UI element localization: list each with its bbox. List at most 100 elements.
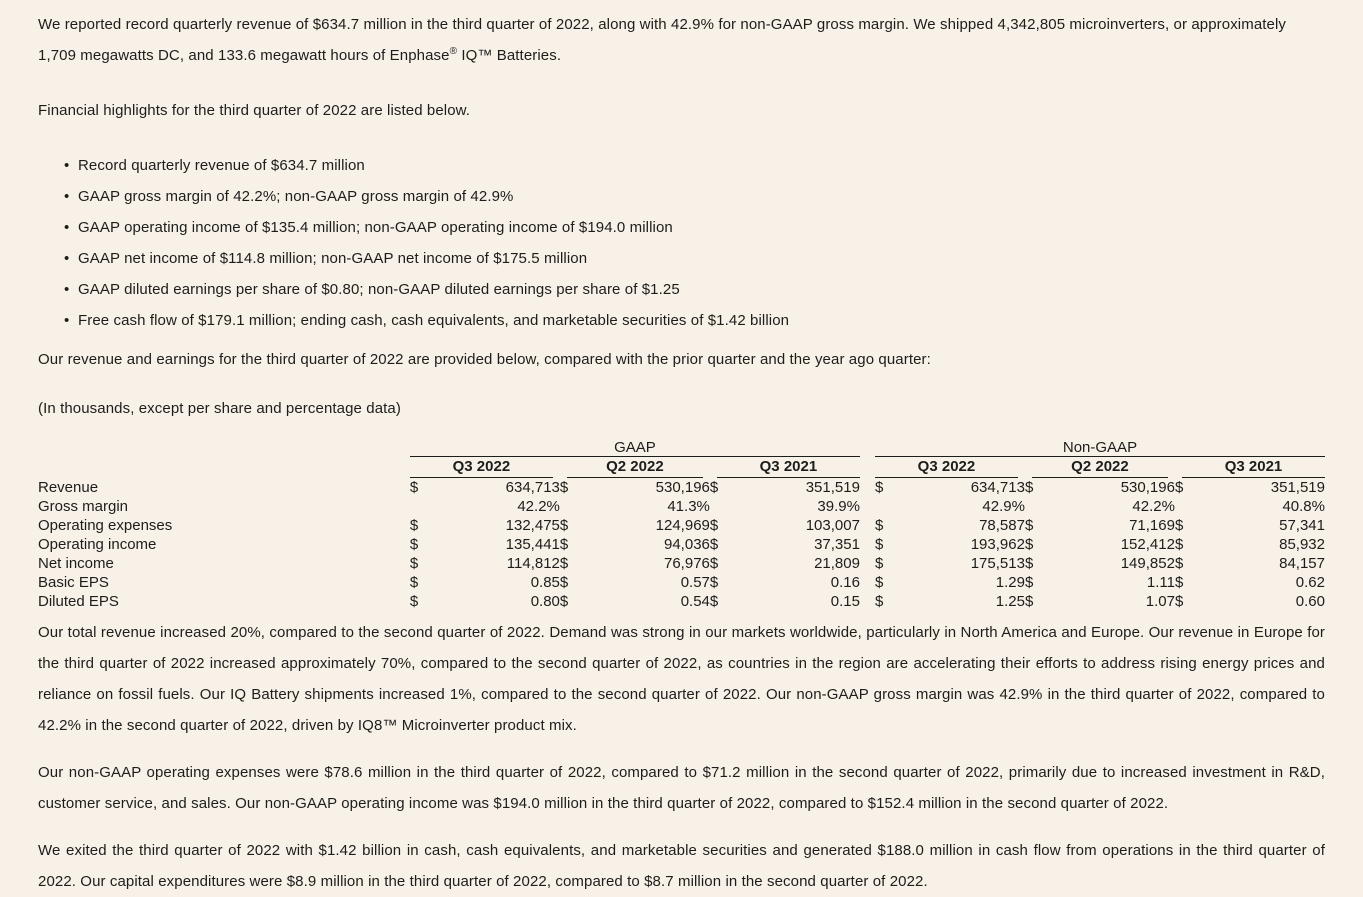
highlight-text: GAAP net income of $114.8 million; non-G… [78,250,588,267]
row-label: Gross margin [38,498,129,515]
spacer-cell [860,497,875,516]
highlight-item: • GAAP gross margin of 42.2%; non-GAAP gr… [64,181,1325,212]
value-cell: 530,196 [1120,479,1175,496]
row-label: Operating expenses [38,517,173,534]
value-cell: 1.11 [1146,574,1175,591]
table-row-basic-eps: Basic EPS $ 0.85 $ 0.57 $ 0.16 $ 1.29 $ … [38,573,1325,592]
value-cell: 193,962 [970,536,1025,553]
currency-cell: $ [709,555,719,572]
currency-cell: $ [409,593,419,610]
highlights-list: • Record quarterly revenue of $634.7 mill… [38,150,1325,336]
currency-cell: $ [874,593,884,610]
quarter-header-nongaap-q3-2021: Q3 2021 [1175,457,1325,478]
highlight-text: GAAP operating income of $135.4 million;… [78,219,673,236]
value-cell: 78,587 [979,517,1025,534]
value-cell: 71,169 [1129,517,1175,534]
table-row-diluted-eps: Diluted EPS $ 0.80 $ 0.54 $ 0.15 $ 1.25 … [38,592,1325,611]
value-cell: 0.62 [1295,574,1325,591]
value-cell: 1.07 [1145,593,1175,610]
highlight-text: Record quarterly revenue of $634.7 milli… [78,157,365,174]
highlight-item: • GAAP operating income of $135.4 million… [64,212,1325,243]
value-cell: 634,713 [970,479,1025,496]
currency-cell: $ [1174,479,1184,496]
table-row-operating-expenses: Operating expenses $ 132,475 $ 124,969 $… [38,516,1325,535]
bullet-icon: • [64,188,70,205]
value-cell: 0.16 [830,574,860,591]
intro-text-2: IQ™ Batteries. [457,47,562,64]
row-label: Revenue [38,479,99,496]
currency-cell: $ [1024,479,1034,496]
highlights-intro: Financial highlights for the third quart… [38,102,471,119]
value-cell: 149,852 [1120,555,1175,572]
spacer-cell [860,516,875,535]
currency-cell: $ [559,593,569,610]
currency-cell: $ [1174,555,1184,572]
value-cell: 76,976 [664,555,710,572]
currency-cell: $ [709,517,719,534]
quarter-header-nongaap-q3-2022: Q3 2022 [874,457,1025,478]
table-row-gross-margin: Gross margin 42.2% 41.3% 39.9% 42.9% 42.… [38,497,1325,516]
registered-trademark-symbol: ® [449,46,458,57]
quarter-header-gaap-q2-2022: Q2 2022 [560,457,710,478]
currency-cell: $ [709,536,719,553]
value-cell: 175,513 [970,555,1025,572]
currency-cell: $ [1024,517,1034,534]
currency-cell [875,497,905,516]
highlight-item: • Record quarterly revenue of $634.7 mill… [64,150,1325,181]
bullet-icon: • [64,157,70,174]
currency-cell: $ [559,574,569,591]
value-cell: 0.80 [530,593,560,610]
value-cell: 0.85 [530,574,560,591]
value-cell: 57,341 [1279,517,1325,534]
value-cell: 85,932 [1279,536,1325,553]
currency-cell [1175,497,1205,516]
bullet-icon: • [64,281,70,298]
highlight-text: GAAP diluted earnings per share of $0.80… [78,281,680,298]
value-cell: 94,036 [664,536,710,553]
spacer-cell [860,478,875,497]
financials-table: GAAP Non-GAAP Q3 2022 Q2 2022 Q3 2021 Q3… [38,436,1325,611]
spacer-cell [860,457,875,479]
value-cell: 0.60 [1295,593,1325,610]
row-label: Diluted EPS [38,593,119,610]
value-cell: 634,713 [505,479,560,496]
value-cell: 0.54 [680,593,710,610]
table-intro: Our revenue and earnings for the third q… [38,351,931,368]
bullet-icon: • [64,312,70,329]
spacer-cell [860,436,875,457]
value-cell: 42.2% [517,498,560,515]
value-cell: 351,519 [805,479,860,496]
currency-cell: $ [709,593,719,610]
currency-cell: $ [559,517,569,534]
value-cell: 0.15 [830,593,860,610]
bullet-icon: • [64,250,70,267]
value-cell: 135,441 [505,536,560,553]
body-paragraph-1: Our total revenue increased 20%, compare… [38,624,1325,734]
value-cell: 152,412 [1120,536,1175,553]
currency-cell: $ [1174,574,1184,591]
body-paragraph-2: Our non-GAAP operating expenses were $78… [38,764,1325,812]
group-header-row: GAAP Non-GAAP [38,436,1325,457]
row-label: Operating income [38,536,157,553]
value-cell: 37,351 [814,536,860,553]
value-cell: 40.8% [1282,498,1325,515]
quarter-header-row: Q3 2022 Q2 2022 Q3 2021 Q3 2022 Q2 2022 … [38,457,1325,479]
spacer-cell [860,573,875,592]
table-row-operating-income: Operating income $ 135,441 $ 94,036 $ 37… [38,535,1325,554]
value-cell: 1.25 [995,593,1025,610]
group-header-gaap: GAAP [409,436,860,457]
currency-cell: $ [1024,593,1034,610]
highlight-item: • Free cash flow of $179.1 million; endin… [64,305,1325,336]
value-cell: 42.9% [982,498,1025,515]
value-cell: 41.3% [667,498,710,515]
currency-cell [1025,497,1055,516]
currency-cell: $ [1174,536,1184,553]
value-cell: 1.29 [995,574,1025,591]
row-label: Net income [38,555,114,572]
press-release-body: We reported record quarterly revenue of … [38,9,1325,897]
value-cell: 84,157 [1279,555,1325,572]
value-cell: 124,969 [655,517,710,534]
currency-cell: $ [1024,536,1034,553]
currency-cell: $ [409,555,419,572]
value-cell: 39.9% [817,498,860,515]
